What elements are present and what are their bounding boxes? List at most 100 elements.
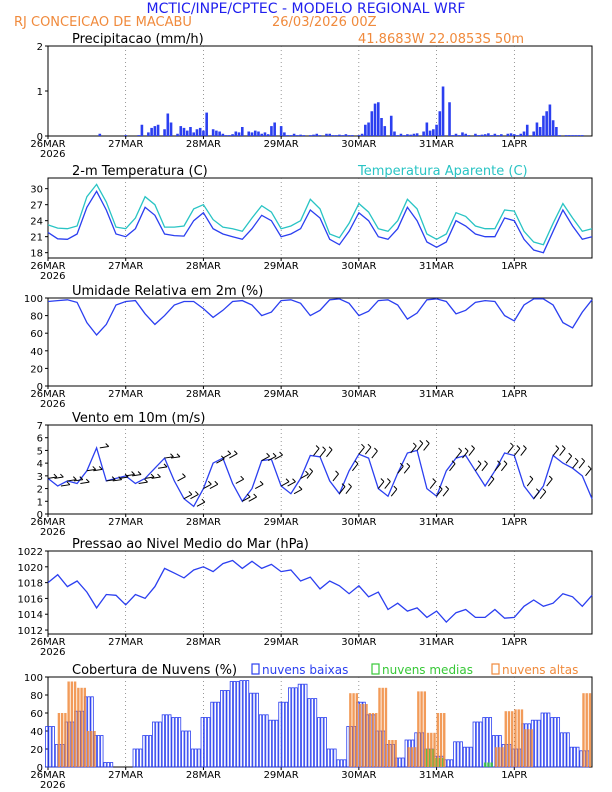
wind-barb	[209, 483, 219, 490]
precip-bar	[487, 133, 490, 136]
cloud-high-bar	[413, 747, 417, 767]
cloud-low-bar	[148, 735, 153, 768]
wind-barb-flag	[542, 488, 547, 493]
wind-barb	[552, 448, 560, 456]
cloud-low-bar	[51, 726, 55, 768]
precip-bar	[192, 132, 196, 136]
wind-barb	[190, 493, 199, 500]
cloud-high-bar	[501, 747, 504, 767]
x-tick-label: 1APR	[501, 139, 527, 150]
x-tick-label: 26MAR	[30, 517, 65, 528]
cloud-high-bar	[83, 687, 87, 767]
precip-bar	[432, 129, 435, 136]
cloud-low-bar	[139, 748, 143, 768]
cloud-high-bar	[426, 732, 430, 767]
wind-barb-flag	[137, 471, 142, 475]
precip-bar	[308, 135, 312, 136]
precip-bar	[237, 132, 241, 136]
precip-bar	[364, 124, 367, 136]
y-tick-label: 40	[30, 727, 43, 738]
x-year-label: 2026	[40, 527, 65, 538]
cloud-low-bar	[229, 681, 233, 768]
cloud-low-bar	[181, 730, 185, 768]
y-tick-label: 60	[30, 709, 43, 720]
cloud-low-bar	[245, 680, 250, 768]
cloud-high-bar	[93, 731, 96, 767]
precip-bar	[519, 133, 523, 136]
cloud-low-bar	[537, 719, 541, 768]
wind-barb	[196, 501, 206, 507]
cloud-low-bar	[252, 692, 256, 768]
cloud-low-bar	[268, 719, 272, 768]
y-tick-label: 1014	[18, 610, 43, 621]
precip-bar	[477, 135, 480, 136]
cloud-low-bar	[45, 726, 49, 768]
y-tick-label: 24	[30, 217, 43, 228]
cloud-low-bar	[155, 721, 159, 768]
wind-barb	[526, 478, 534, 487]
cloud-high-bar	[384, 687, 388, 767]
x-tick-label: 1APR	[501, 389, 527, 400]
wind-barb	[203, 483, 212, 490]
wind-barb-flag	[79, 476, 84, 480]
y-tick-label: 5	[37, 446, 43, 457]
precip-bar	[334, 135, 338, 136]
apparent-temp-line	[47, 183, 593, 246]
panel-title: Umidade Relativa em 2m (%)	[72, 284, 263, 299]
legend-swatch	[371, 663, 380, 675]
cloud-low-bar	[304, 683, 308, 768]
cloud-low-bar	[323, 717, 327, 768]
cloud-high-bar	[524, 729, 527, 767]
wind-barb-flag	[412, 442, 417, 447]
cloud-high-bar	[355, 693, 359, 767]
precip-bar	[211, 129, 215, 136]
wind-barb-flag	[285, 478, 290, 483]
cloud-low-bar	[472, 721, 476, 768]
main-title: MCTIC/INPE/CPTEC - MODELO REGIONAL WRF	[147, 1, 466, 17]
y-tick-label: 0	[37, 382, 43, 393]
y-tick-label: 0	[37, 510, 43, 521]
wind-barb-flag	[266, 452, 270, 457]
cloud-high-bar	[511, 711, 514, 767]
wind-barb-flag	[484, 460, 488, 465]
cloud-low-bar	[197, 748, 201, 768]
cloud-high-bar	[391, 740, 394, 767]
x-tick-label: 31MAR	[419, 389, 454, 400]
cloud-low-bar	[48, 726, 52, 768]
cloud-low-bar	[152, 721, 156, 768]
cloud-low-bar	[165, 714, 169, 768]
wind-barb	[158, 466, 168, 469]
precip-bar	[525, 124, 529, 136]
wind-barb-flag	[548, 475, 553, 480]
y-tick-label: 80	[30, 691, 43, 702]
x-tick-label: 30MAR	[341, 517, 376, 528]
cloud-low-bar	[106, 762, 110, 768]
legend-swatch	[251, 663, 260, 675]
x-year-label: 2026	[40, 647, 65, 658]
cloud-low-bar	[291, 687, 295, 768]
precip-bar	[273, 122, 276, 136]
cloud-low-bar	[475, 721, 480, 768]
x-tick-label: 26MAR	[30, 637, 65, 648]
wind-barb-flag	[399, 462, 404, 467]
wind-barb-flag	[380, 478, 385, 482]
cloud-low-bar	[313, 698, 318, 768]
precip-bar	[263, 132, 267, 136]
precip-bar	[286, 135, 289, 136]
x-tick-label: 26MAR	[30, 139, 65, 150]
y-tick-label: 40	[30, 347, 43, 358]
precip-bar	[215, 130, 218, 136]
precip-bar	[98, 133, 102, 136]
cloud-low-bar	[275, 719, 279, 768]
wind-barb	[112, 479, 122, 482]
wind-barb	[177, 476, 186, 482]
precip-bar	[435, 124, 438, 136]
precip-bar	[218, 131, 221, 136]
precip-bar	[289, 135, 293, 136]
wind-barb-flag	[163, 463, 168, 468]
wind-barb	[377, 481, 385, 489]
cloud-low-bar	[579, 750, 583, 768]
cloud-high-bar	[371, 713, 375, 767]
x-tick-label: 26MAR	[30, 770, 65, 781]
x-tick-label: 30MAR	[341, 261, 376, 272]
